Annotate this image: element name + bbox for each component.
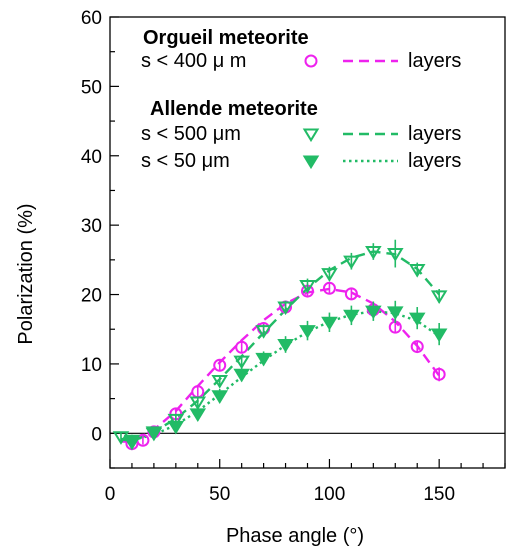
fit-lines [120,250,441,443]
data-point [299,279,316,294]
legend-label-orgueil-400: s < 400 μ m [141,50,246,72]
legend-line-label-allende-50: layers [408,150,461,172]
legend-label-allende-500: s < 500 μm [141,123,241,145]
data-point [321,316,338,331]
data-point [211,390,228,404]
data-point [213,358,227,372]
data-point [233,368,250,383]
legend-marker-0 [304,54,318,68]
data-point [430,328,448,343]
y-axis-title: Polarization (%) [15,203,37,344]
data-point [277,338,294,353]
data-point [235,340,249,354]
legend: Orgueil meteorite s < 400 μ m layers All… [141,27,461,172]
plot-frame [109,16,506,469]
axes: 0 10 20 30 40 50 60 0 50 100 150 [81,8,506,505]
data-point [211,375,228,389]
data-point [189,396,207,411]
y-tick-label: 30 [81,216,102,237]
x-tick-label: 100 [314,484,346,505]
y-tick-label: 40 [81,147,102,168]
data-point [167,413,185,428]
legend-symbols [302,54,398,170]
data-point [365,305,382,320]
data-point [343,309,360,324]
x-tick-label: 50 [209,484,230,505]
data-point [321,268,338,282]
data-point [145,427,163,442]
x-axis-title: Phase angle (°) [226,525,364,547]
fit-line-2 [120,309,440,442]
data-point [387,248,404,262]
legend-line-label-allende-500: layers [408,123,461,145]
y-tick-label: 50 [81,77,102,98]
y-tick-label: 0 [91,424,102,445]
data-points [112,239,448,451]
data-point [255,352,272,367]
data-point [432,367,446,381]
data-point [344,287,358,301]
data-point [255,325,272,339]
data-point [430,290,448,305]
data-point [233,355,250,370]
legend-heading-allende: Allende meteorite [150,98,318,120]
legend-line-label-orgueil: layers [408,50,461,72]
legend-marker-1 [302,128,320,143]
data-point [189,408,207,422]
y-tick-label: 60 [81,8,102,29]
data-point [365,245,382,260]
data-point [343,255,360,270]
fit-line-0 [121,287,441,443]
x-tick-label: 150 [423,484,455,505]
legend-marker-2 [302,155,320,170]
data-point [410,340,424,354]
y-tick-label: 10 [81,355,102,376]
fit-line-1 [120,250,441,443]
legend-heading-orgueil: Orgueil meteorite [143,27,309,49]
data-point [387,306,404,320]
data-point [167,420,185,435]
data-point [408,264,426,278]
legend-label-allende-50: s < 50 μm [141,150,230,172]
data-point [299,325,316,339]
data-point [408,312,426,327]
data-point [277,301,294,316]
y-tick-label: 20 [81,286,102,307]
data-point [322,281,336,295]
data-point [123,434,141,449]
x-tick-label: 0 [105,484,116,505]
